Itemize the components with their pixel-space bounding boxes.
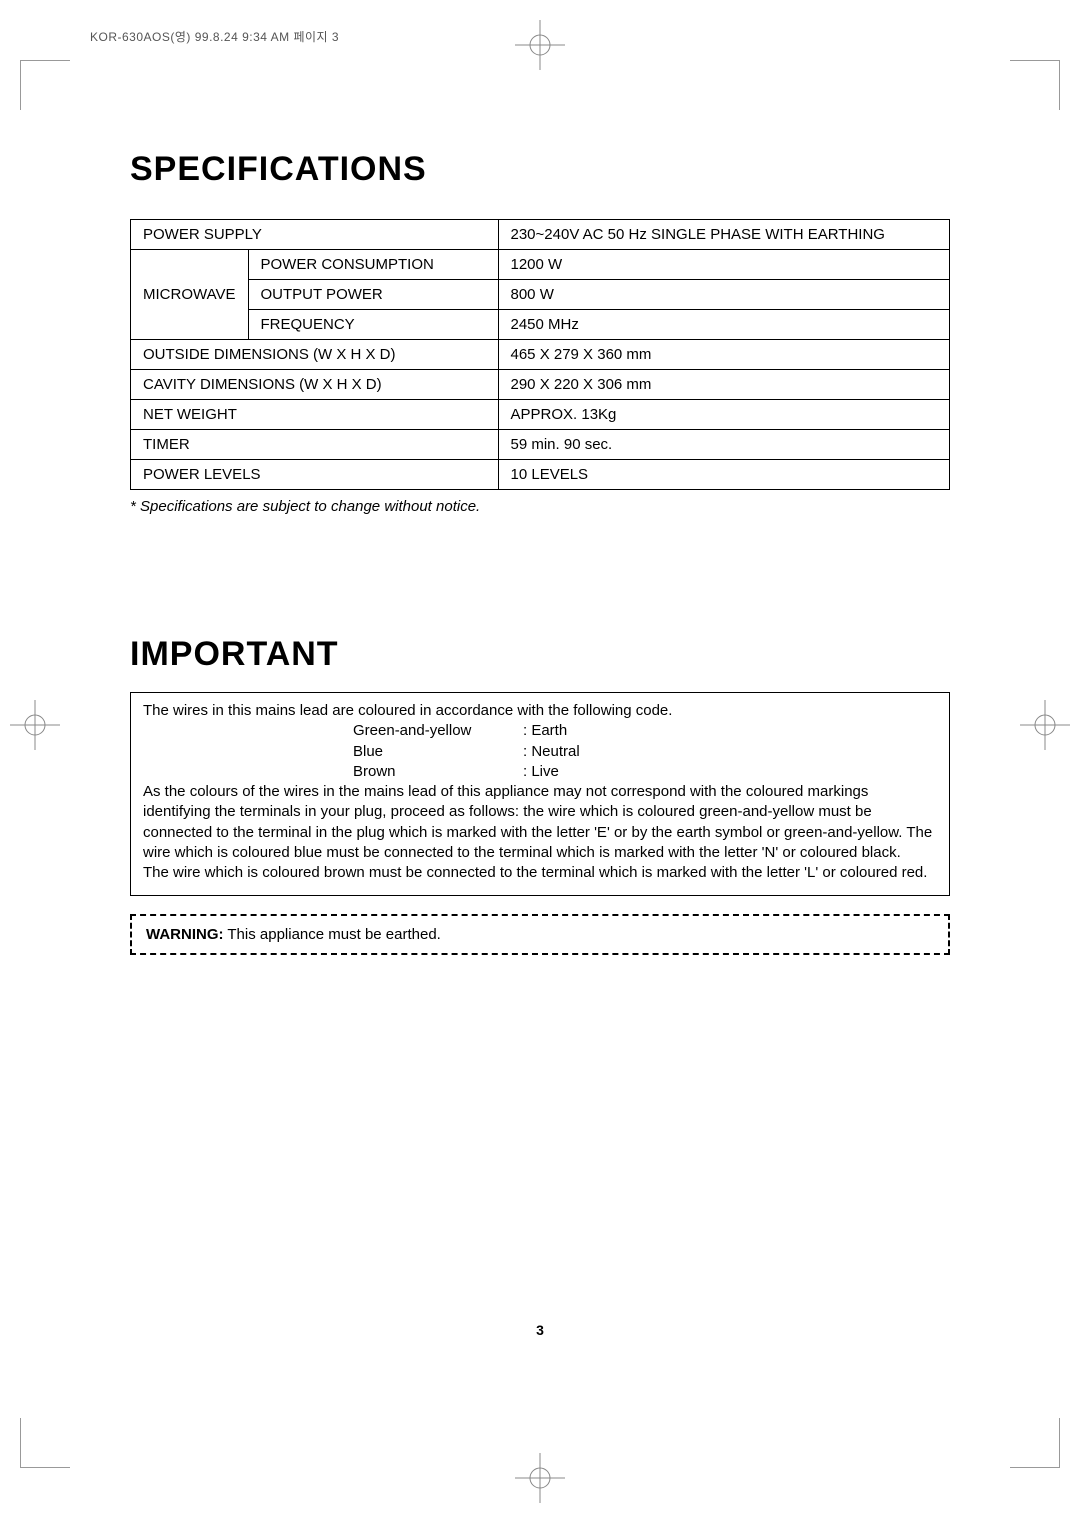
wire-role: : Live <box>523 762 559 782</box>
wire-color: Blue <box>353 742 523 762</box>
table-row: POWER LEVELS 10 LEVELS <box>131 460 950 490</box>
spec-label: POWER SUPPLY <box>131 220 499 250</box>
important-body: As the colours of the wires in the mains… <box>143 782 937 863</box>
spec-value: 290 X 220 X 306 mm <box>498 370 950 400</box>
spec-label: POWER CONSUMPTION <box>248 250 498 280</box>
spec-value: 465 X 279 X 360 mm <box>498 340 950 370</box>
crop-mark-bl <box>20 1418 70 1468</box>
spec-label: POWER LEVELS <box>131 460 499 490</box>
spec-label: NET WEIGHT <box>131 400 499 430</box>
important-box: The wires in this mains lead are coloure… <box>130 692 950 896</box>
spec-value: 2450 MHz <box>498 310 950 340</box>
registration-mark-bottom <box>515 1453 565 1508</box>
wire-role: : Neutral <box>523 742 580 762</box>
spec-value: 10 LEVELS <box>498 460 950 490</box>
spec-value: 1200 W <box>498 250 950 280</box>
registration-mark-top <box>515 20 565 75</box>
document-header-meta: KOR-630AOS(영) 99.8.24 9:34 AM 페이지 3 <box>90 28 339 45</box>
page-number: 3 <box>536 1322 544 1338</box>
crop-mark-tl <box>20 60 70 110</box>
spec-value: 800 W <box>498 280 950 310</box>
warning-label: WARNING: <box>146 926 224 943</box>
table-row: NET WEIGHT APPROX. 13Kg <box>131 400 950 430</box>
spec-label: FREQUENCY <box>248 310 498 340</box>
important-body2: The wire which is coloured brown must be… <box>143 863 937 883</box>
important-title: IMPORTANT <box>130 635 950 674</box>
table-row: TIMER 59 min. 90 sec. <box>131 430 950 460</box>
table-row: POWER SUPPLY 230~240V AC 50 Hz SINGLE PH… <box>131 220 950 250</box>
spec-label: MICROWAVE <box>131 250 249 340</box>
specifications-footnote: * Specifications are subject to change w… <box>130 498 950 515</box>
page-content: SPECIFICATIONS POWER SUPPLY 230~240V AC … <box>130 150 950 955</box>
table-row: MICROWAVE POWER CONSUMPTION 1200 W <box>131 250 950 280</box>
crop-mark-tr <box>1010 60 1060 110</box>
specifications-table: POWER SUPPLY 230~240V AC 50 Hz SINGLE PH… <box>130 219 950 490</box>
warning-text: This appliance must be earthed. <box>224 926 441 943</box>
spec-label: OUTSIDE DIMENSIONS (W X H X D) <box>131 340 499 370</box>
table-row: CAVITY DIMENSIONS (W X H X D) 290 X 220 … <box>131 370 950 400</box>
specifications-title: SPECIFICATIONS <box>130 150 950 189</box>
wire-row: Green-and-yellow : Earth <box>353 721 937 741</box>
wire-row: Blue : Neutral <box>353 742 937 762</box>
wire-row: Brown : Live <box>353 762 937 782</box>
spec-value: 59 min. 90 sec. <box>498 430 950 460</box>
spec-value: APPROX. 13Kg <box>498 400 950 430</box>
wire-color: Green-and-yellow <box>353 721 523 741</box>
wire-role: : Earth <box>523 721 567 741</box>
wire-color: Brown <box>353 762 523 782</box>
registration-mark-left <box>10 700 60 755</box>
table-row: FREQUENCY 2450 MHz <box>131 310 950 340</box>
crop-mark-br <box>1010 1418 1060 1468</box>
spec-value: 230~240V AC 50 Hz SINGLE PHASE WITH EART… <box>498 220 950 250</box>
spec-label: CAVITY DIMENSIONS (W X H X D) <box>131 370 499 400</box>
spec-label: OUTPUT POWER <box>248 280 498 310</box>
important-intro: The wires in this mains lead are coloure… <box>143 701 937 721</box>
spec-label: TIMER <box>131 430 499 460</box>
warning-box: WARNING: This appliance must be earthed. <box>130 914 950 955</box>
registration-mark-right <box>1020 700 1070 755</box>
table-row: OUTPUT POWER 800 W <box>131 280 950 310</box>
table-row: OUTSIDE DIMENSIONS (W X H X D) 465 X 279… <box>131 340 950 370</box>
